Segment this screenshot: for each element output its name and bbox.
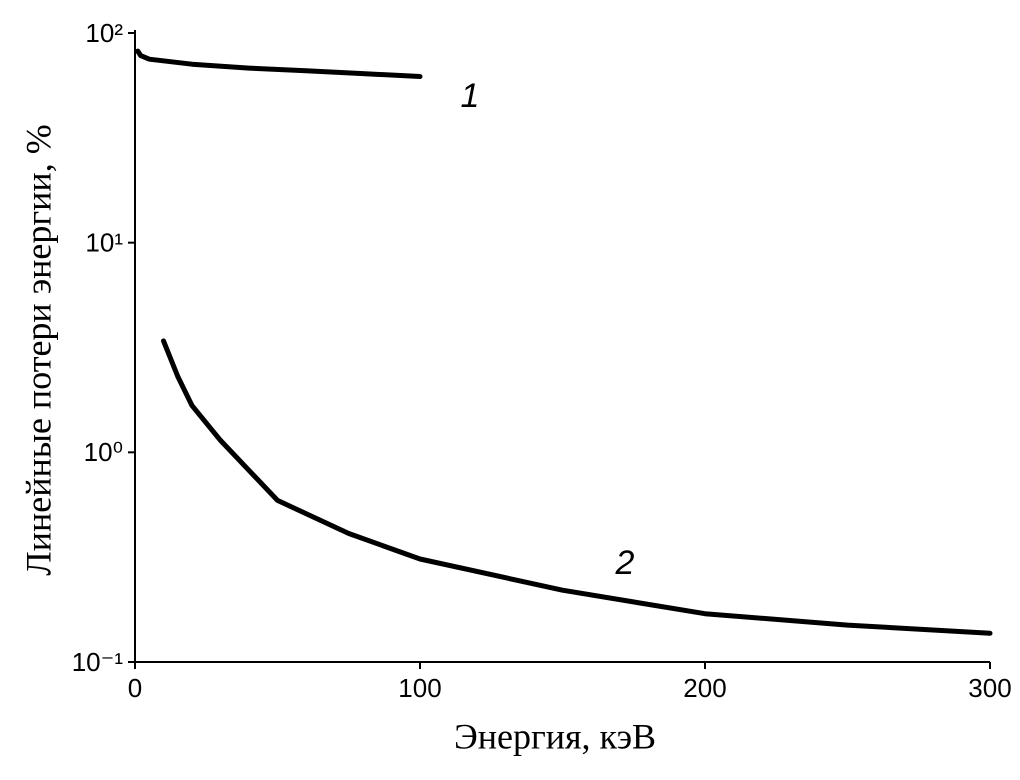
y-tick-label: 10⁰ — [84, 437, 123, 467]
x-axis-label: Энергия, кэВ — [454, 716, 656, 756]
y-tick-label: 10² — [85, 18, 123, 48]
x-tick-label: 100 — [398, 673, 441, 703]
line — [135, 48, 423, 79]
y-axis-label: Линейные потери энергии, % — [18, 124, 58, 575]
y-tick-label: 10¹ — [85, 228, 123, 258]
x-tick-label: 0 — [128, 673, 142, 703]
x-tick-label: 200 — [683, 673, 726, 703]
series-label: 2 — [615, 544, 635, 582]
line — [161, 338, 993, 636]
series-label: 1 — [461, 77, 480, 115]
y-tick-label: 10⁻¹ — [72, 647, 124, 677]
x-tick-label: 300 — [968, 673, 1011, 703]
